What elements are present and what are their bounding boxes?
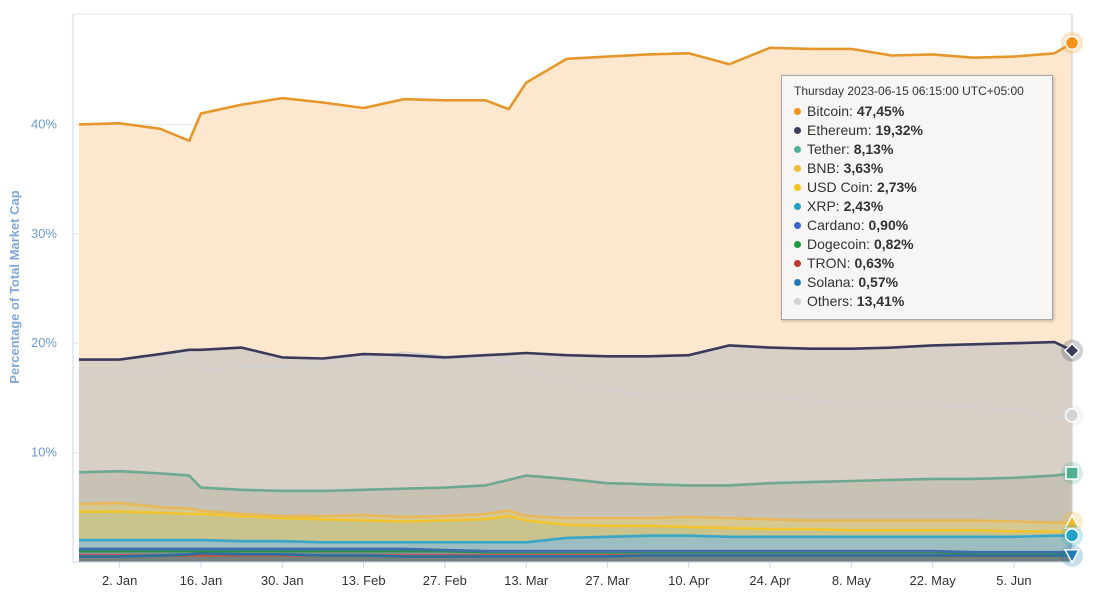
series-dot-icon: [794, 203, 801, 210]
x-tick-label: 16. Jan: [180, 573, 223, 588]
tooltip-row: BNB: 3,63%: [794, 159, 1042, 178]
series-dot-icon: [794, 298, 801, 305]
tooltip-row: Tether: 8,13%: [794, 140, 1042, 159]
marker-xrp: [1061, 524, 1083, 547]
tooltip-series-name: Tether:: [807, 141, 854, 157]
tooltip-series-name: Cardano:: [807, 217, 869, 233]
line-others: [78, 350, 1073, 420]
tooltip-series-value: 3,63%: [843, 160, 884, 176]
line-tether: [78, 469, 1073, 493]
tooltip-series-name: TRON:: [807, 255, 855, 271]
tooltip-series-name: USD Coin:: [807, 179, 878, 195]
tooltip-row: XRP: 2,43%: [794, 197, 1042, 216]
tooltip-series-value: 47,45%: [856, 103, 905, 119]
tooltip-series-value: 19,32%: [875, 122, 923, 138]
hover-tooltip: Thursday 2023-06-15 06:15:00 UTC+05:00 B…: [781, 75, 1053, 320]
tooltip-series-value: 0,82%: [873, 236, 914, 252]
series-dot-icon: [794, 146, 801, 153]
tooltip-series-name: Solana:: [807, 274, 859, 290]
series-lines: [78, 41, 1073, 558]
tooltip-header: Thursday 2023-06-15 06:15:00 UTC+05:00: [794, 84, 1024, 98]
series-dot-icon: [794, 222, 801, 229]
marker-tether-shape: [1065, 466, 1079, 480]
x-tick-label: 5. Jun: [996, 573, 1031, 588]
marker-bnb: [1061, 511, 1083, 534]
x-tick-label: 27. Feb: [423, 573, 467, 588]
tooltip-series-value: 8,13%: [853, 141, 894, 157]
series-dot-icon: [794, 279, 801, 286]
tooltip-series-name: Ethereum:: [807, 122, 876, 138]
series-dot-icon: [794, 260, 801, 267]
tooltip-row: TRON: 0,63%: [794, 254, 1042, 273]
x-tick-label: 22. May: [910, 573, 957, 588]
marker-xrp-shape: [1064, 528, 1080, 543]
y-tick-label: 40%: [31, 116, 57, 131]
marker-tether: [1061, 462, 1083, 485]
series-dot-icon: [794, 127, 801, 134]
tooltip-row: Others: 13,41%: [794, 292, 1042, 311]
marker-solana-shape: [1063, 549, 1081, 565]
x-tick-label: 2. Jan: [102, 573, 137, 588]
tooltip-series-name: BNB:: [807, 160, 844, 176]
tooltip-row: Dogecoin: 0,82%: [794, 235, 1042, 254]
axis-labels: Percentage of Total Market Cap: [7, 190, 22, 383]
series-dot-icon: [794, 165, 801, 172]
marker-bitcoin-shape: [1064, 35, 1080, 51]
marker-bitcoin: [1061, 31, 1083, 54]
tooltip-row: Ethereum: 19,32%: [794, 121, 1042, 140]
y-tick-label: 10%: [31, 445, 57, 460]
marker-ethereum: [1061, 339, 1083, 362]
line-xrp: [79, 534, 1073, 544]
tooltip-series-value: 0,90%: [868, 217, 909, 233]
y-axis-title: Percentage of Total Market Cap: [7, 190, 22, 383]
tooltip-series-name: XRP:: [807, 198, 844, 214]
series-dot-icon: [794, 108, 801, 115]
tooltip-series-name: Dogecoin:: [807, 236, 874, 252]
line-solana: [79, 551, 1073, 558]
y-tick-label: 30%: [31, 226, 57, 241]
series-dot-icon: [794, 241, 801, 248]
x-tick-label: 8. May: [832, 573, 872, 588]
marker-others-shape: [1064, 408, 1080, 423]
tooltip-row: Cardano: 0,90%: [794, 216, 1042, 235]
x-tick-label: 30. Jan: [261, 573, 304, 588]
tooltip-row: USD Coin: 2,73%: [794, 178, 1042, 197]
tooltip-series-name: Bitcoin:: [807, 103, 857, 119]
axes: 10% 20% 30% 40% 2. Jan 16. Jan 30. Jan 13. Feb 2…: [31, 14, 1072, 588]
line-bitcoin: [78, 41, 1073, 143]
x-tick-label: 10. Apr: [668, 573, 710, 588]
area-tron: [79, 555, 1072, 562]
line-bnb: [78, 501, 1073, 524]
x-tick-label: 24. Apr: [749, 573, 791, 588]
marker-solana: [1061, 544, 1083, 567]
end-markers: [1061, 31, 1083, 567]
x-tick-label: 27. Mar: [585, 573, 630, 588]
x-tick-label: 13. Feb: [341, 573, 385, 588]
tooltip-row: Solana: 0,57%: [794, 273, 1042, 292]
series-dot-icon: [794, 184, 801, 191]
tooltip-series-value: 2,73%: [877, 179, 917, 195]
tooltip-series-value: 2,43%: [843, 198, 884, 214]
x-tick-label: 13. Mar: [504, 573, 549, 588]
line-usd-coin: [79, 510, 1073, 534]
marker-others: [1061, 404, 1083, 427]
tooltip-row: Bitcoin: 47,45%: [794, 102, 1042, 121]
y-tick-label: 20%: [31, 335, 57, 350]
tooltip-rows: Bitcoin: 47,45% Ethereum: 19,32% Tether: 8…: [794, 102, 1042, 311]
tooltip-series-value: 13,41%: [856, 293, 905, 309]
tooltip-series-value: 0,63%: [854, 255, 895, 271]
tooltip-series-name: Others:: [807, 293, 857, 309]
tooltip-series-value: 0,57%: [858, 274, 899, 290]
line-cardano: [79, 547, 1072, 554]
marker-ethereum-shape: [1063, 342, 1081, 359]
line-ethereum: [79, 340, 1073, 361]
